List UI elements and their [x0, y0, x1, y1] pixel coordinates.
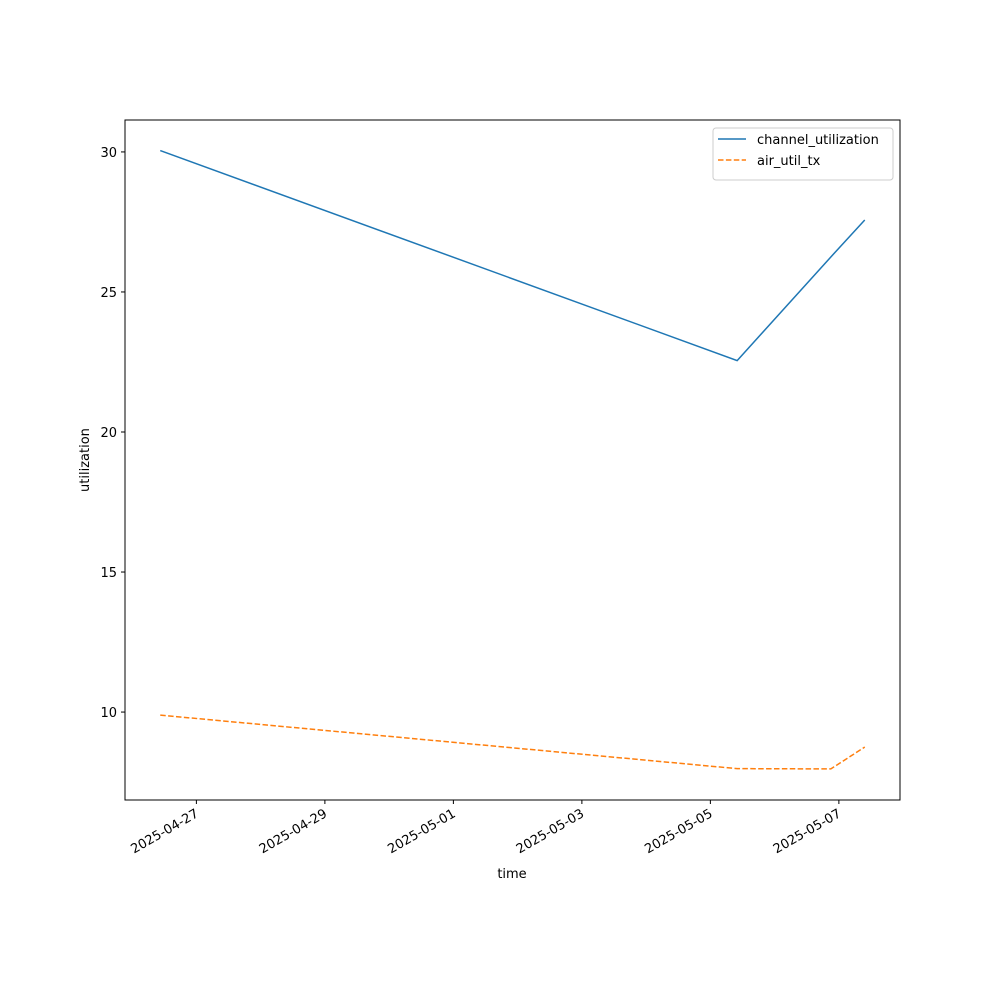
plot-frame — [124, 119, 901, 801]
legend-box — [712, 127, 894, 181]
y-tick-label: 25 — [100, 286, 117, 301]
legend-label: channel_utilization — [757, 133, 879, 148]
series-line — [159, 149, 866, 362]
y-tick-label: 10 — [100, 706, 117, 721]
y-tick-label: 20 — [100, 426, 117, 441]
series-line — [160, 714, 866, 770]
x-axis-label: time — [497, 867, 526, 882]
legend-label: air_util_tx — [757, 154, 821, 169]
y-axis-label: utilization — [78, 428, 93, 492]
y-tick-label: 15 — [100, 566, 117, 581]
y-tick-label: 30 — [100, 146, 117, 161]
